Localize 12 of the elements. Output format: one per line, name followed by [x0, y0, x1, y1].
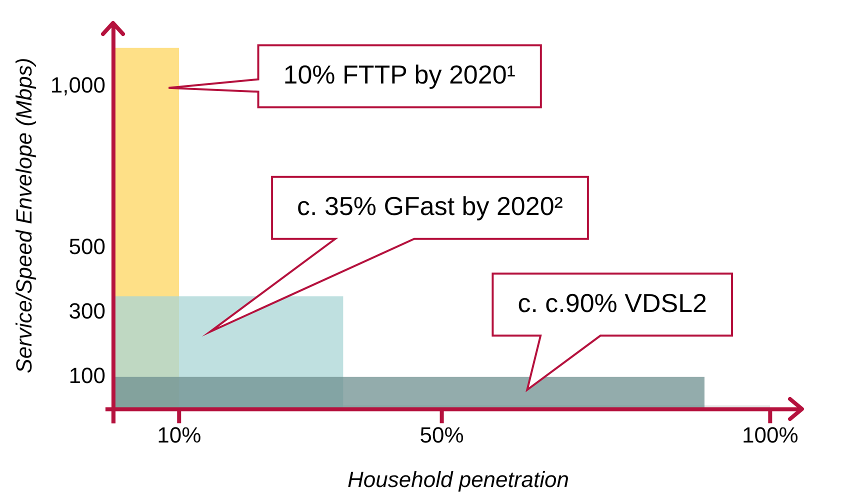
x-axis-title: Household penetration [348, 466, 569, 492]
annotation: 10% FTTP by 2020¹ [283, 59, 516, 90]
x-tick-label: 50% [420, 422, 464, 448]
x-tick-label: 10% [157, 422, 202, 448]
y-tick-label: 100 [68, 362, 106, 388]
y-tick-label: 1,000 [50, 72, 106, 98]
annotation: c. 35% GFast by 2020² [297, 191, 564, 222]
y-tick-label: 500 [68, 234, 106, 259]
annotation: c. c.90% VDSL2 [518, 288, 708, 318]
x-tick-label: 100% [742, 422, 798, 448]
y-tick-label: 300 [68, 298, 106, 324]
y-axis-title: Service/Speed Envelope (Mbps) [11, 58, 36, 374]
